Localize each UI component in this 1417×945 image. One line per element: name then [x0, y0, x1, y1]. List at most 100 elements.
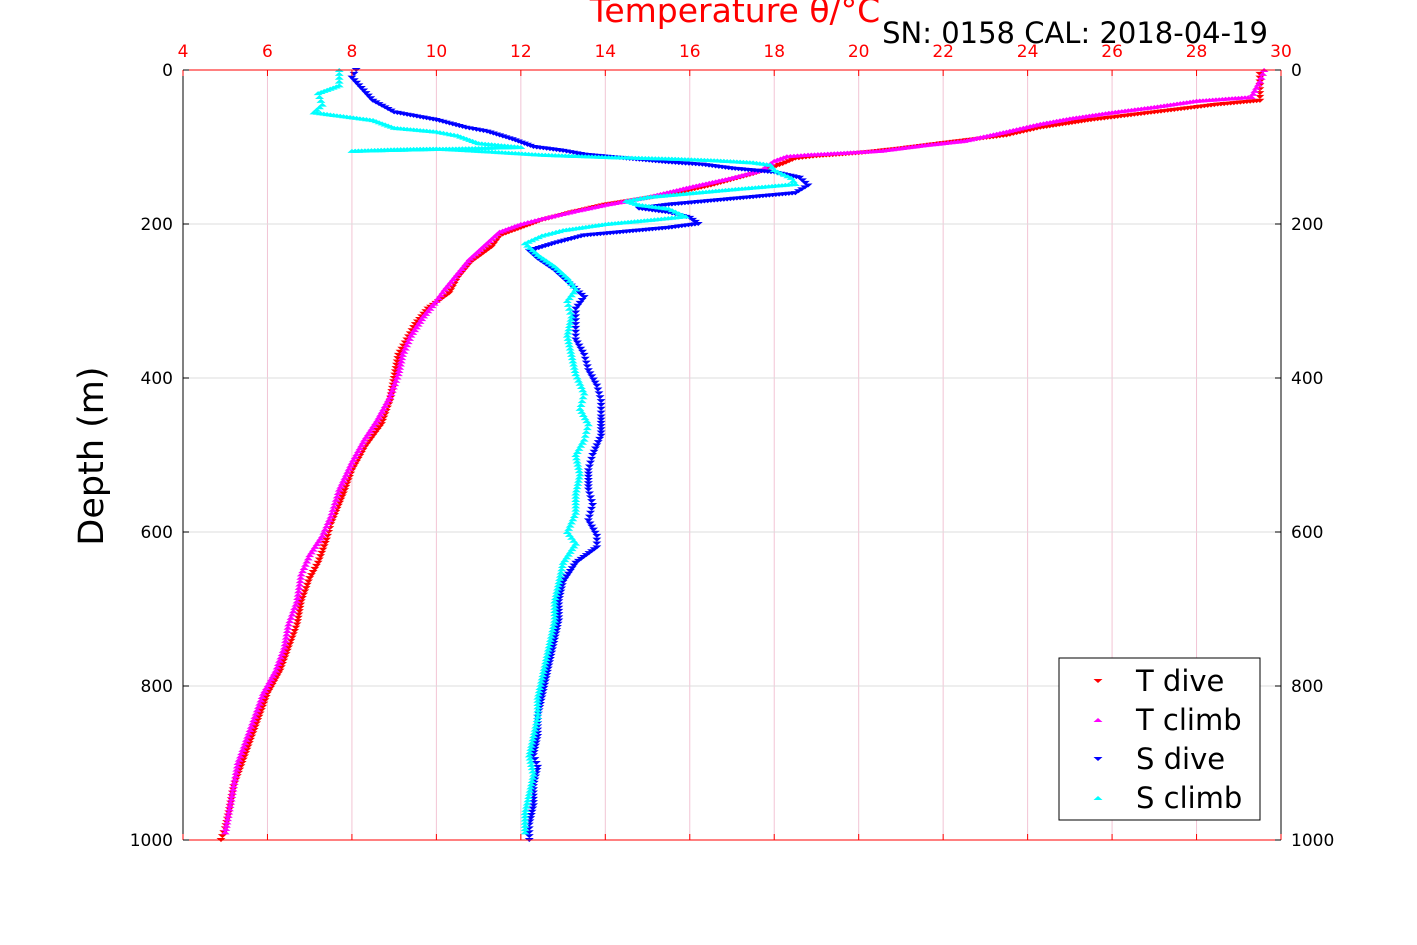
data-point	[320, 527, 330, 532]
data-point	[567, 547, 577, 552]
y-tick-label: 800	[1291, 677, 1323, 697]
data-point	[525, 788, 535, 793]
data-point	[361, 91, 371, 96]
x-tick-label: 12	[510, 42, 532, 62]
data-point	[413, 322, 423, 327]
data-point	[533, 698, 543, 703]
data-point	[578, 412, 588, 417]
data-point	[370, 430, 380, 435]
data-point	[358, 440, 368, 445]
data-point	[242, 747, 252, 752]
data-point	[313, 91, 323, 96]
data-point	[295, 579, 305, 584]
data-point	[291, 625, 301, 630]
data-point	[572, 449, 582, 454]
legend-box	[1058, 657, 1261, 821]
y-tick-labels-left: 0 200 400 600 800 1000	[130, 61, 173, 851]
data-point	[1255, 94, 1265, 99]
data-point	[546, 634, 556, 639]
data-point	[250, 714, 260, 719]
data-point	[583, 484, 593, 489]
data-point	[298, 569, 308, 574]
data-point	[349, 457, 359, 462]
data-point	[564, 340, 574, 345]
data-point	[234, 757, 244, 762]
chart-subtitle: SN: 0158 CAL: 2018-04-19	[882, 16, 1268, 50]
data-point	[260, 698, 270, 703]
data-point	[548, 647, 558, 652]
data-point	[566, 349, 576, 354]
data-point	[391, 378, 401, 383]
y-tick-label: 600	[141, 523, 173, 543]
data-point	[571, 494, 581, 499]
y-tick-label: 200	[141, 215, 173, 235]
data-point	[533, 705, 543, 710]
data-point	[550, 608, 560, 613]
data-point	[596, 414, 606, 419]
data-point	[272, 665, 282, 670]
data-point	[281, 635, 291, 640]
y-tick-marks	[183, 69, 1281, 841]
data-point	[266, 677, 276, 682]
data-point	[557, 586, 567, 591]
data-point	[406, 333, 416, 338]
data-point	[256, 708, 266, 713]
data-point	[553, 621, 563, 626]
data-point	[393, 372, 403, 377]
data-point	[528, 806, 538, 811]
data-point	[386, 391, 396, 396]
data-point	[247, 734, 257, 739]
data-point	[334, 79, 344, 84]
legend-label: T dive	[1135, 664, 1224, 698]
data-point	[554, 608, 564, 613]
data-point	[229, 780, 239, 785]
data-point	[284, 645, 294, 650]
data-point	[360, 437, 370, 442]
data-point	[571, 314, 581, 319]
y-tick-label: 1000	[130, 831, 173, 851]
data-point	[526, 782, 536, 787]
data-point	[282, 648, 292, 653]
data-point	[786, 175, 796, 180]
data-point	[297, 595, 307, 601]
data-point	[528, 775, 538, 780]
data-point	[539, 685, 549, 690]
data-point	[540, 682, 550, 687]
data-point	[563, 330, 573, 335]
data-point	[520, 820, 530, 825]
data-point	[252, 708, 262, 713]
data-point	[538, 673, 548, 678]
data-point	[229, 784, 239, 789]
data-point	[258, 704, 268, 709]
data-point	[488, 242, 498, 247]
data-point	[352, 80, 362, 85]
data-point	[327, 511, 337, 516]
data-point	[251, 711, 261, 716]
data-point	[550, 615, 560, 620]
data-point	[293, 592, 303, 597]
data-point	[596, 424, 606, 429]
data-point	[576, 346, 586, 351]
data-point	[356, 443, 366, 448]
data-point	[300, 562, 310, 567]
data-point	[236, 764, 246, 769]
data-point	[238, 747, 248, 752]
data-point	[572, 485, 582, 490]
data-point	[303, 556, 313, 561]
data-point	[545, 657, 555, 662]
data-point	[592, 537, 602, 542]
data-point	[330, 501, 340, 506]
data-point	[690, 219, 700, 224]
data-point	[554, 615, 564, 620]
data-point	[538, 689, 548, 694]
data-point	[316, 536, 326, 541]
data-point	[341, 484, 351, 489]
data-point	[253, 704, 263, 709]
x-tick-label: 20	[848, 42, 870, 62]
data-point	[531, 760, 541, 766]
data-point	[554, 602, 564, 607]
data-point	[565, 569, 575, 574]
data-point	[232, 767, 242, 772]
data-point	[282, 628, 292, 634]
